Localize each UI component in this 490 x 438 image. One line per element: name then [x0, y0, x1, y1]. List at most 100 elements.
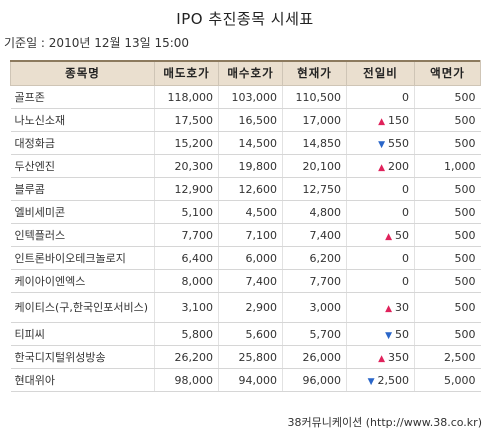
- current-price-cell: 7,700: [282, 269, 347, 293]
- column-header-ask: 매도호가: [154, 60, 219, 86]
- base-date-label: 기준일 :: [4, 36, 49, 50]
- stock-name-cell: 블루콤: [10, 177, 155, 201]
- ask-price-cell: 7,700: [154, 223, 219, 247]
- par-value-cell: 2,500: [414, 345, 481, 369]
- change-value: 350: [388, 350, 409, 364]
- stock-name: 두산엔진: [14, 159, 55, 173]
- stock-name: 대정화금: [14, 136, 55, 150]
- stock-name: 골프존: [14, 90, 45, 104]
- change-cell: ▲ 150: [346, 108, 415, 132]
- change-cell: 0: [346, 85, 415, 109]
- change-cell: 0: [346, 200, 415, 224]
- change-cell: 0: [346, 177, 415, 201]
- table-row: 나노신소재 17,500 16,500 17,000 ▲ 150 500: [10, 108, 481, 132]
- column-header-bid: 매수호가: [218, 60, 283, 86]
- stock-name: 나노신소재: [14, 113, 66, 127]
- par-value-cell: 500: [414, 200, 481, 224]
- stock-name: 인트론바이오테크놀로지: [14, 251, 126, 265]
- table-row: 인텍플러스 7,700 7,100 7,400 ▲ 50 500: [10, 223, 481, 247]
- current-price-cell: 3,000: [282, 292, 347, 323]
- par-value-cell: 500: [414, 177, 481, 201]
- base-date-value: 2010년 12월 13일 15:00: [48, 36, 190, 50]
- par-value-cell: 500: [414, 223, 481, 247]
- table-header-row: 종목명 매도호가 매수호가 현재가 전일비 액면가: [10, 60, 481, 86]
- change-value: 2,500: [377, 373, 410, 387]
- table-row: 현대위아 98,000 94,000 96,000 ▼ 2,500 5,000: [10, 368, 481, 392]
- stock-name-cell: 케이티스(구,한국인포서비스): [10, 292, 155, 323]
- ipo-price-table: 종목명 매도호가 매수호가 현재가 전일비 액면가 골프존 118,000 103,…: [10, 60, 481, 392]
- current-price-cell: 12,750: [282, 177, 347, 201]
- table-row: 두산엔진 20,300 19,800 20,100 ▲ 200 1,000: [10, 154, 481, 178]
- par-value-cell: 5,000: [414, 368, 481, 392]
- change-cell: ▲ 30: [346, 292, 415, 323]
- stock-name: 케이아이엔엑스: [14, 274, 86, 288]
- current-price-cell: 14,850: [282, 131, 347, 155]
- current-price-cell: 6,200: [282, 246, 347, 270]
- ask-price-cell: 8,000: [154, 269, 219, 293]
- par-value-cell: 1,000: [414, 154, 481, 178]
- par-value-cell: 500: [414, 292, 481, 323]
- par-value-cell: 500: [414, 322, 481, 346]
- table-top-rule: [10, 60, 480, 62]
- bid-price-cell: 2,900: [218, 292, 283, 323]
- bid-price-cell: 94,000: [218, 368, 283, 392]
- change-cell: ▼ 50: [346, 322, 415, 346]
- stock-name-cell: 인트론바이오테크놀로지: [10, 246, 155, 270]
- stock-name: 한국디지털위성방송: [14, 350, 106, 364]
- up-triangle-icon: ▲: [385, 304, 392, 314]
- ask-price-cell: 26,200: [154, 345, 219, 369]
- ask-price-cell: 15,200: [154, 131, 219, 155]
- bid-price-cell: 7,400: [218, 269, 283, 293]
- up-triangle-icon: ▲: [378, 116, 385, 127]
- stock-name-cell: 티피씨: [10, 322, 155, 346]
- stock-name: 케이티스(구,한국인포서비스): [14, 301, 149, 314]
- bid-price-cell: 12,600: [218, 177, 283, 201]
- up-triangle-icon: ▲: [378, 353, 385, 364]
- change-value: 150: [388, 113, 409, 127]
- column-header-par: 액면가: [414, 60, 481, 86]
- par-value-cell: 500: [414, 85, 481, 109]
- change-cell: ▼ 2,500: [346, 368, 415, 392]
- change-cell: ▲ 200: [346, 154, 415, 178]
- table-row: 케이아이엔엑스 8,000 7,400 7,700 0 500: [10, 269, 481, 293]
- table-row: 골프존 118,000 103,000 110,500 0 500: [10, 85, 481, 109]
- column-header-change: 전일비: [346, 60, 415, 86]
- change-value: 30: [395, 301, 409, 314]
- bid-price-cell: 19,800: [218, 154, 283, 178]
- current-price-cell: 4,800: [282, 200, 347, 224]
- ask-price-cell: 3,100: [154, 292, 219, 323]
- par-value-cell: 500: [414, 246, 481, 270]
- stock-name-cell: 나노신소재: [10, 108, 155, 132]
- change-value: 50: [395, 327, 409, 341]
- ask-price-cell: 5,800: [154, 322, 219, 346]
- table-row: 엘비세미콘 5,100 4,500 4,800 0 500: [10, 200, 481, 224]
- stock-name-cell: 대정화금: [10, 131, 155, 155]
- ask-price-cell: 98,000: [154, 368, 219, 392]
- down-triangle-icon: ▼: [378, 139, 385, 150]
- down-triangle-icon: ▼: [367, 376, 375, 387]
- up-triangle-icon: ▲: [385, 231, 392, 242]
- stock-name-cell: 케이아이엔엑스: [10, 269, 155, 293]
- table-row: 대정화금 15,200 14,500 14,850 ▼ 550 500: [10, 131, 481, 155]
- stock-name-cell: 한국디지털위성방송: [10, 345, 155, 369]
- stock-name-cell: 엘비세미콘: [10, 200, 155, 224]
- change-cell: 0: [346, 269, 415, 293]
- stock-name-cell: 두산엔진: [10, 154, 155, 178]
- column-header-name: 종목명: [10, 60, 155, 86]
- ask-price-cell: 12,900: [154, 177, 219, 201]
- ask-price-cell: 17,500: [154, 108, 219, 132]
- change-value: 0: [402, 251, 409, 265]
- stock-name: 현대위아: [14, 373, 55, 387]
- stock-name: 인텍플러스: [14, 228, 66, 242]
- ask-price-cell: 6,400: [154, 246, 219, 270]
- source-note: 38커뮤니케이션 (http://www.38.co.kr): [287, 416, 482, 429]
- change-cell: 0: [346, 246, 415, 270]
- table-row: 인트론바이오테크놀로지 6,400 6,000 6,200 0 500: [10, 246, 481, 270]
- table-row: 케이티스(구,한국인포서비스) 3,100 2,900 3,000 ▲ 30 500: [10, 292, 481, 323]
- current-price-cell: 7,400: [282, 223, 347, 247]
- table-body: 골프존 118,000 103,000 110,500 0 500 나노신소재 17,500 1…: [10, 85, 481, 392]
- par-value-cell: 500: [414, 269, 481, 293]
- stock-name: 블루콤: [14, 182, 45, 196]
- stock-name: 티피씨: [14, 327, 45, 341]
- ask-price-cell: 20,300: [154, 154, 219, 178]
